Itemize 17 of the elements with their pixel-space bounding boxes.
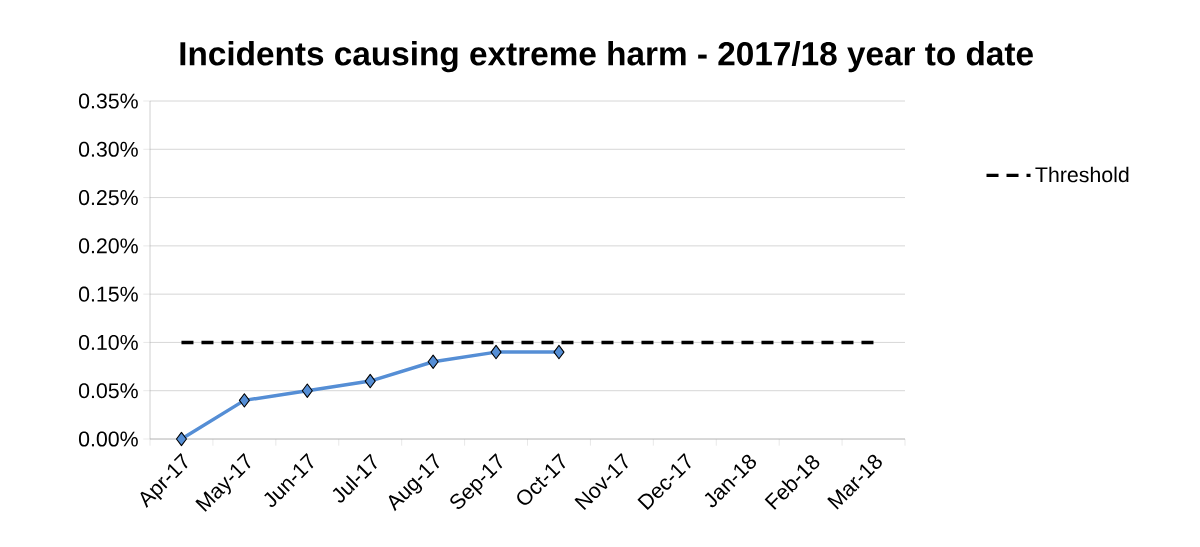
y-tick-label: 0.25% xyxy=(78,190,138,206)
point xyxy=(175,431,187,447)
y-tick-label: 0.00% xyxy=(78,431,138,447)
point xyxy=(301,383,313,398)
point xyxy=(364,373,376,389)
point xyxy=(427,354,439,369)
legend-label: Threshold xyxy=(1035,166,1129,183)
point xyxy=(490,344,502,360)
y-tick-label: 0.10% xyxy=(78,334,138,350)
point xyxy=(238,393,250,408)
y-tick-label: 0.15% xyxy=(78,286,138,302)
y-tick-label: 0.20% xyxy=(78,238,138,254)
chart-title: Incidents causing extreme harm - 2017/18 year to date xyxy=(180,41,1033,73)
y-tick-label: 0.35% xyxy=(78,93,138,109)
y-tick-label: 0.05% xyxy=(78,383,138,399)
y-tick-label: 0.30% xyxy=(78,141,138,157)
point xyxy=(553,344,565,360)
